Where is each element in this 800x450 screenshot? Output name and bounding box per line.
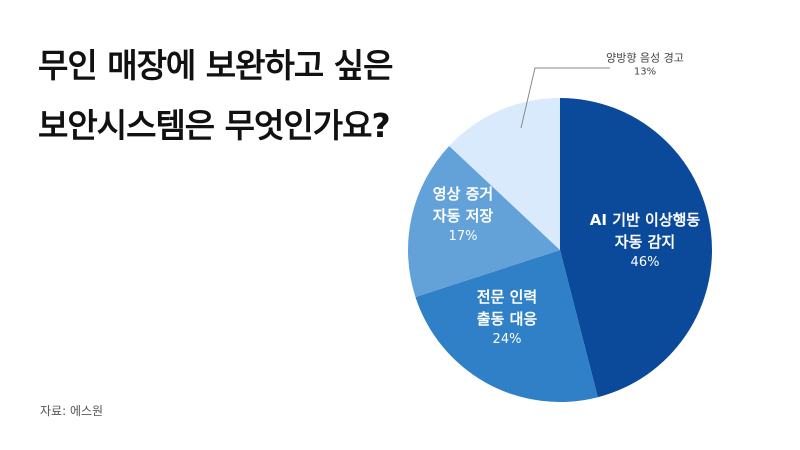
- chart-title: 무인 매장에 보완하고 싶은 보안시스템은 무엇인가요?: [38, 46, 393, 145]
- slice-value: 17%: [448, 229, 478, 244]
- slice-category: AI 기반 이상행동 자동 감지: [589, 211, 701, 251]
- slice-value: 46%: [630, 255, 660, 270]
- pie-slice: [560, 98, 713, 398]
- pie-slice: [408, 145, 560, 297]
- pie-slice: [415, 250, 598, 402]
- slice-label: 영상 증거 자동 저장 17%: [433, 183, 493, 247]
- slice-category: 전문 인력 출동 대응: [476, 288, 538, 328]
- slice-label: AI 기반 이상행동 자동 감지 46%: [590, 209, 700, 273]
- slice-category: 양방향 음성 경고: [606, 51, 684, 65]
- slice-label: 양방향 음성 경고 13%: [606, 51, 684, 80]
- slice-value: 13%: [633, 66, 657, 78]
- slice-label: 전문 인력 출동 대응 24%: [477, 286, 537, 350]
- slice-value: 24%: [492, 332, 522, 347]
- leader-line: [520, 67, 610, 129]
- slice-category: 영상 증거 자동 저장: [432, 185, 494, 225]
- pie-slice: [449, 98, 560, 250]
- source: 자료: 에스원: [40, 404, 104, 418]
